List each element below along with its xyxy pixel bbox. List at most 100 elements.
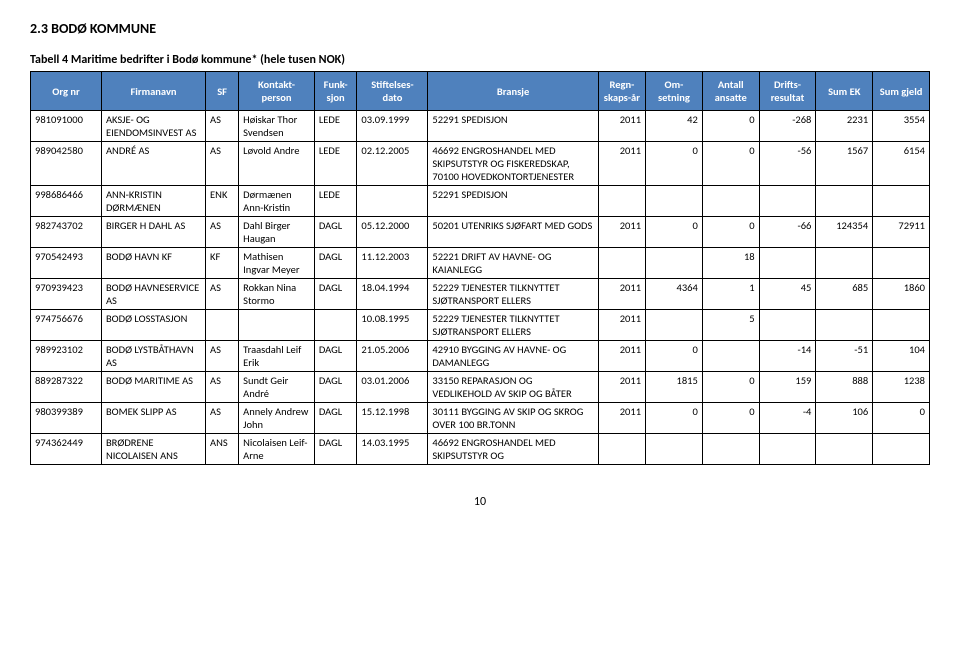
cell-orgnr: 974756676 <box>31 310 102 341</box>
cell-funksjon: DAGL <box>314 341 357 372</box>
cell-sumek: -51 <box>816 341 873 372</box>
cell-sumek: 685 <box>816 279 873 310</box>
cell-orgnr: 989923102 <box>31 341 102 372</box>
col-omsetning: Om-setning <box>646 72 703 111</box>
col-funksjon: Funk-sjon <box>314 72 357 111</box>
cell-sf: ANS <box>206 434 239 465</box>
cell-omsetning <box>646 186 703 217</box>
cell-funksjon: DAGL <box>314 403 357 434</box>
cell-regnskapsar: 2011 <box>598 217 645 248</box>
cell-sf: AS <box>206 403 239 434</box>
cell-sumek <box>816 434 873 465</box>
cell-kontakt: Mathisen Ingvar Meyer <box>239 248 315 279</box>
col-drift: Drifts-resultat <box>759 72 816 111</box>
cell-stiftelse: 10.08.1995 <box>357 310 428 341</box>
cell-sumek: 888 <box>816 372 873 403</box>
cell-bransje: 46692 ENGROSHANDEL MED SKIPSUTSTYR OG <box>428 434 598 465</box>
cell-sumgjeld: 0 <box>873 403 930 434</box>
col-sumgjeld: Sum gjeld <box>873 72 930 111</box>
cell-regnskapsar: 2011 <box>598 142 645 186</box>
table-row: 970542493BODØ HAVN KFKFMathisen Ingvar M… <box>31 248 930 279</box>
cell-sumek: 1567 <box>816 142 873 186</box>
cell-stiftelse: 11.12.2003 <box>357 248 428 279</box>
cell-ansatte: 0 <box>702 403 759 434</box>
table-row: 982743702BIRGER H DAHL ASASDahl Birger H… <box>31 217 930 248</box>
col-bransje: Bransje <box>428 72 598 111</box>
cell-omsetning: 1815 <box>646 372 703 403</box>
cell-sumgjeld: 3554 <box>873 111 930 142</box>
cell-sf: AS <box>206 217 239 248</box>
cell-bransje: 52229 TJENESTER TILKNYTTET SJØTRANSPORT … <box>428 279 598 310</box>
cell-regnskapsar: 2011 <box>598 403 645 434</box>
cell-stiftelse: 14.03.1995 <box>357 434 428 465</box>
section-heading: 2.3 BODØ KOMMUNE <box>30 20 930 37</box>
cell-omsetning <box>646 434 703 465</box>
cell-omsetning: 0 <box>646 341 703 372</box>
table-row: 981091000AKSJE- OG EIENDOMSINVEST ASASHø… <box>31 111 930 142</box>
cell-stiftelse <box>357 186 428 217</box>
cell-orgnr: 970542493 <box>31 248 102 279</box>
cell-sf: AS <box>206 341 239 372</box>
cell-sumgjeld <box>873 310 930 341</box>
cell-drift: 45 <box>759 279 816 310</box>
cell-sumek <box>816 186 873 217</box>
cell-firmanavn: BODØ HAVNESERVICE AS <box>101 279 205 310</box>
cell-sumek <box>816 310 873 341</box>
cell-funksjon: DAGL <box>314 279 357 310</box>
cell-orgnr: 982743702 <box>31 217 102 248</box>
cell-sumgjeld: 72911 <box>873 217 930 248</box>
cell-bransje: 33150 REPARASJON OG VEDLIKEHOLD AV SKIP … <box>428 372 598 403</box>
cell-orgnr: 974362449 <box>31 434 102 465</box>
cell-omsetning: 0 <box>646 142 703 186</box>
cell-stiftelse: 02.12.2005 <box>357 142 428 186</box>
cell-firmanavn: BODØ HAVN KF <box>101 248 205 279</box>
cell-bransje: 52221 DRIFT AV HAVNE- OG KAIANLEGG <box>428 248 598 279</box>
cell-sf: AS <box>206 279 239 310</box>
cell-omsetning: 0 <box>646 403 703 434</box>
cell-firmanavn: BRØDRENE NICOLAISEN ANS <box>101 434 205 465</box>
cell-regnskapsar: 2011 <box>598 279 645 310</box>
cell-orgnr: 981091000 <box>31 111 102 142</box>
cell-ansatte: 0 <box>702 372 759 403</box>
table-row: 974362449BRØDRENE NICOLAISEN ANSANSNicol… <box>31 434 930 465</box>
cell-regnskapsar: 2011 <box>598 310 645 341</box>
cell-drift <box>759 186 816 217</box>
cell-drift: -268 <box>759 111 816 142</box>
table-row: 989923102BODØ LYSTBÅTHAVN ASASTraasdahl … <box>31 341 930 372</box>
cell-drift <box>759 310 816 341</box>
cell-drift: -4 <box>759 403 816 434</box>
cell-ansatte: 5 <box>702 310 759 341</box>
cell-kontakt: Løvold Andre <box>239 142 315 186</box>
cell-ansatte: 18 <box>702 248 759 279</box>
table-row: 980399389BOMEK SLIPP ASASAnnely Andrew J… <box>31 403 930 434</box>
cell-funksjon: DAGL <box>314 248 357 279</box>
cell-firmanavn: BODØ MARITIME AS <box>101 372 205 403</box>
cell-kontakt: Traasdahl Leif Erik <box>239 341 315 372</box>
cell-funksjon: DAGL <box>314 217 357 248</box>
cell-sumek <box>816 248 873 279</box>
cell-kontakt: Nicolaisen Leif-Arne <box>239 434 315 465</box>
cell-stiftelse: 18.04.1994 <box>357 279 428 310</box>
cell-bransje: 52291 SPEDISJON <box>428 111 598 142</box>
cell-drift: -56 <box>759 142 816 186</box>
table-row: 989042580ANDRÉ ASASLøvold AndreLEDE02.12… <box>31 142 930 186</box>
cell-funksjon: DAGL <box>314 434 357 465</box>
table-header: Org nr Firmanavn SF Kontakt-person Funk-… <box>31 72 930 111</box>
companies-table: Org nr Firmanavn SF Kontakt-person Funk-… <box>30 71 930 465</box>
col-kontakt: Kontakt-person <box>239 72 315 111</box>
cell-stiftelse: 03.09.1999 <box>357 111 428 142</box>
cell-kontakt: Sundt Geir André <box>239 372 315 403</box>
cell-sf: AS <box>206 111 239 142</box>
cell-regnskapsar: 2011 <box>598 111 645 142</box>
cell-bransje: 52229 TJENESTER TILKNYTTET SJØTRANSPORT … <box>428 310 598 341</box>
cell-drift <box>759 434 816 465</box>
col-orgnr: Org nr <box>31 72 102 111</box>
cell-sumek: 2231 <box>816 111 873 142</box>
page-number: 10 <box>30 495 930 509</box>
cell-drift <box>759 248 816 279</box>
cell-regnskapsar <box>598 248 645 279</box>
cell-omsetning <box>646 310 703 341</box>
cell-sumgjeld: 1860 <box>873 279 930 310</box>
table-row: 970939423BODØ HAVNESERVICE ASASRokkan Ni… <box>31 279 930 310</box>
cell-sumek: 106 <box>816 403 873 434</box>
